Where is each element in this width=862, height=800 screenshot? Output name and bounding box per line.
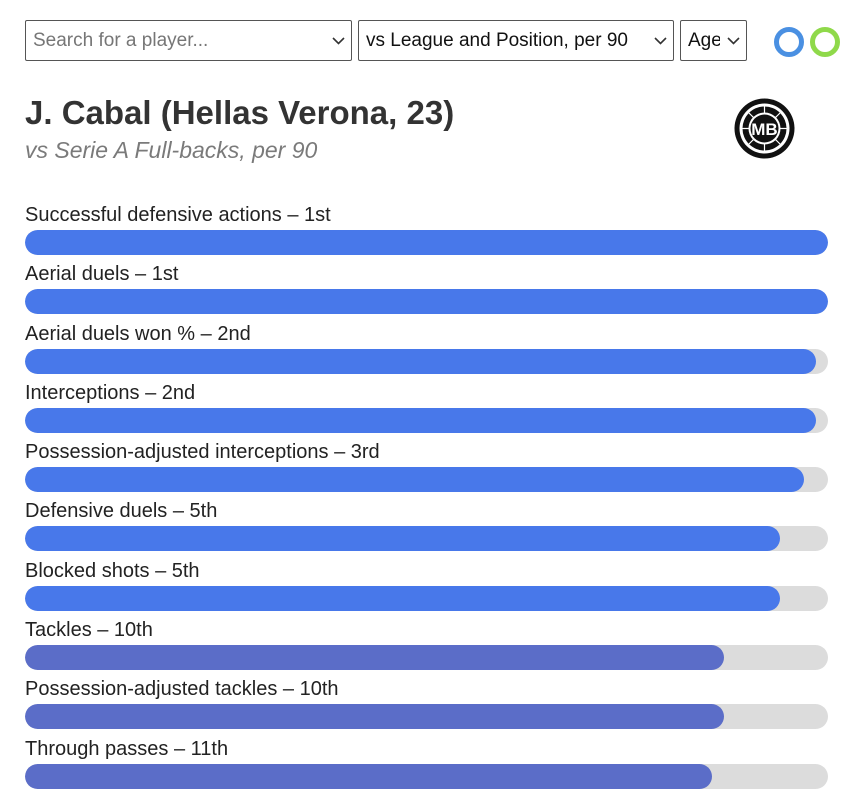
logo-text: MB xyxy=(751,120,777,139)
metric-label: Blocked shots – 5th xyxy=(25,559,200,582)
percentile-bar-fill xyxy=(25,585,780,611)
age-select[interactable]: Age xyxy=(680,20,747,61)
metric-row: Tackles – 10th xyxy=(25,617,828,676)
percentile-bar-fill xyxy=(25,526,780,552)
mb-logo: MB xyxy=(733,97,796,160)
page-title: J. Cabal (Hellas Verona, 23) xyxy=(25,94,455,131)
metric-label: Possession-adjusted tackles – 10th xyxy=(25,678,339,701)
metric-row: Possession-adjusted tackles – 10th xyxy=(25,676,828,735)
chevron-down-icon[interactable] xyxy=(647,36,673,45)
metric-label: Possession-adjusted interceptions – 3rd xyxy=(25,441,380,464)
chevron-down-icon[interactable] xyxy=(720,36,746,45)
metric-row: Blocked shots – 5th xyxy=(25,558,828,617)
page-subtitle: vs Serie A Full-backs, per 90 xyxy=(25,137,318,163)
percentile-bar-track xyxy=(25,585,828,611)
metric-row: Interceptions – 2nd xyxy=(25,380,828,439)
comparison-select[interactable]: vs League and Position, per 90 xyxy=(358,20,674,61)
toggle-green-ring[interactable] xyxy=(810,27,840,57)
metric-label: Interceptions – 2nd xyxy=(25,381,196,404)
toggle-blue-ring[interactable] xyxy=(774,27,804,57)
percentile-bar-track xyxy=(25,348,828,374)
metric-row: Through passes – 11th xyxy=(25,736,828,795)
percentile-bar-fill xyxy=(25,704,724,730)
chevron-down-icon[interactable] xyxy=(325,36,351,45)
metric-row: Aerial duels won % – 2nd xyxy=(25,321,828,380)
percentile-bar-track xyxy=(25,230,828,255)
percentile-bar-track xyxy=(25,407,828,433)
percentile-bar-track xyxy=(25,763,828,789)
color-toggles xyxy=(774,27,840,57)
metric-row: Defensive duels – 5th xyxy=(25,498,828,557)
comparison-select-value[interactable]: vs League and Position, per 90 xyxy=(366,29,628,51)
metric-label: Defensive duels – 5th xyxy=(25,500,218,523)
percentile-bar-fill xyxy=(25,407,816,433)
percentile-bar-fill xyxy=(25,348,816,374)
percentile-bar-fill xyxy=(25,467,804,493)
percentile-bar-fill xyxy=(25,289,828,315)
metric-label: Tackles – 10th xyxy=(25,619,153,642)
metric-row: Possession-adjusted interceptions – 3rd xyxy=(25,439,828,498)
percentile-bar-track xyxy=(25,289,828,315)
percentile-bar-track xyxy=(25,645,828,671)
percentile-bar-track xyxy=(25,467,828,493)
player-search-placeholder[interactable]: Search for a player... xyxy=(33,29,209,51)
percentile-bar-track xyxy=(25,704,828,730)
player-search-select[interactable]: Search for a player... xyxy=(25,20,352,61)
age-select-value[interactable]: Age xyxy=(688,29,720,51)
percentile-bar-fill xyxy=(25,763,712,789)
percentile-bar-track xyxy=(25,526,828,552)
metric-label: Aerial duels won % – 2nd xyxy=(25,322,251,345)
metric-label: Successful defensive actions – 1st xyxy=(25,204,331,226)
metric-row: Successful defensive actions – 1st xyxy=(25,202,828,261)
metric-label: Aerial duels – 1st xyxy=(25,263,179,286)
metric-row: Aerial duels – 1st xyxy=(25,261,828,320)
metric-label: Through passes – 11th xyxy=(25,737,229,760)
metric-list: Successful defensive actions – 1st Aerial… xyxy=(25,202,828,795)
percentile-bar-fill xyxy=(25,230,828,255)
percentile-bar-fill xyxy=(25,645,724,671)
